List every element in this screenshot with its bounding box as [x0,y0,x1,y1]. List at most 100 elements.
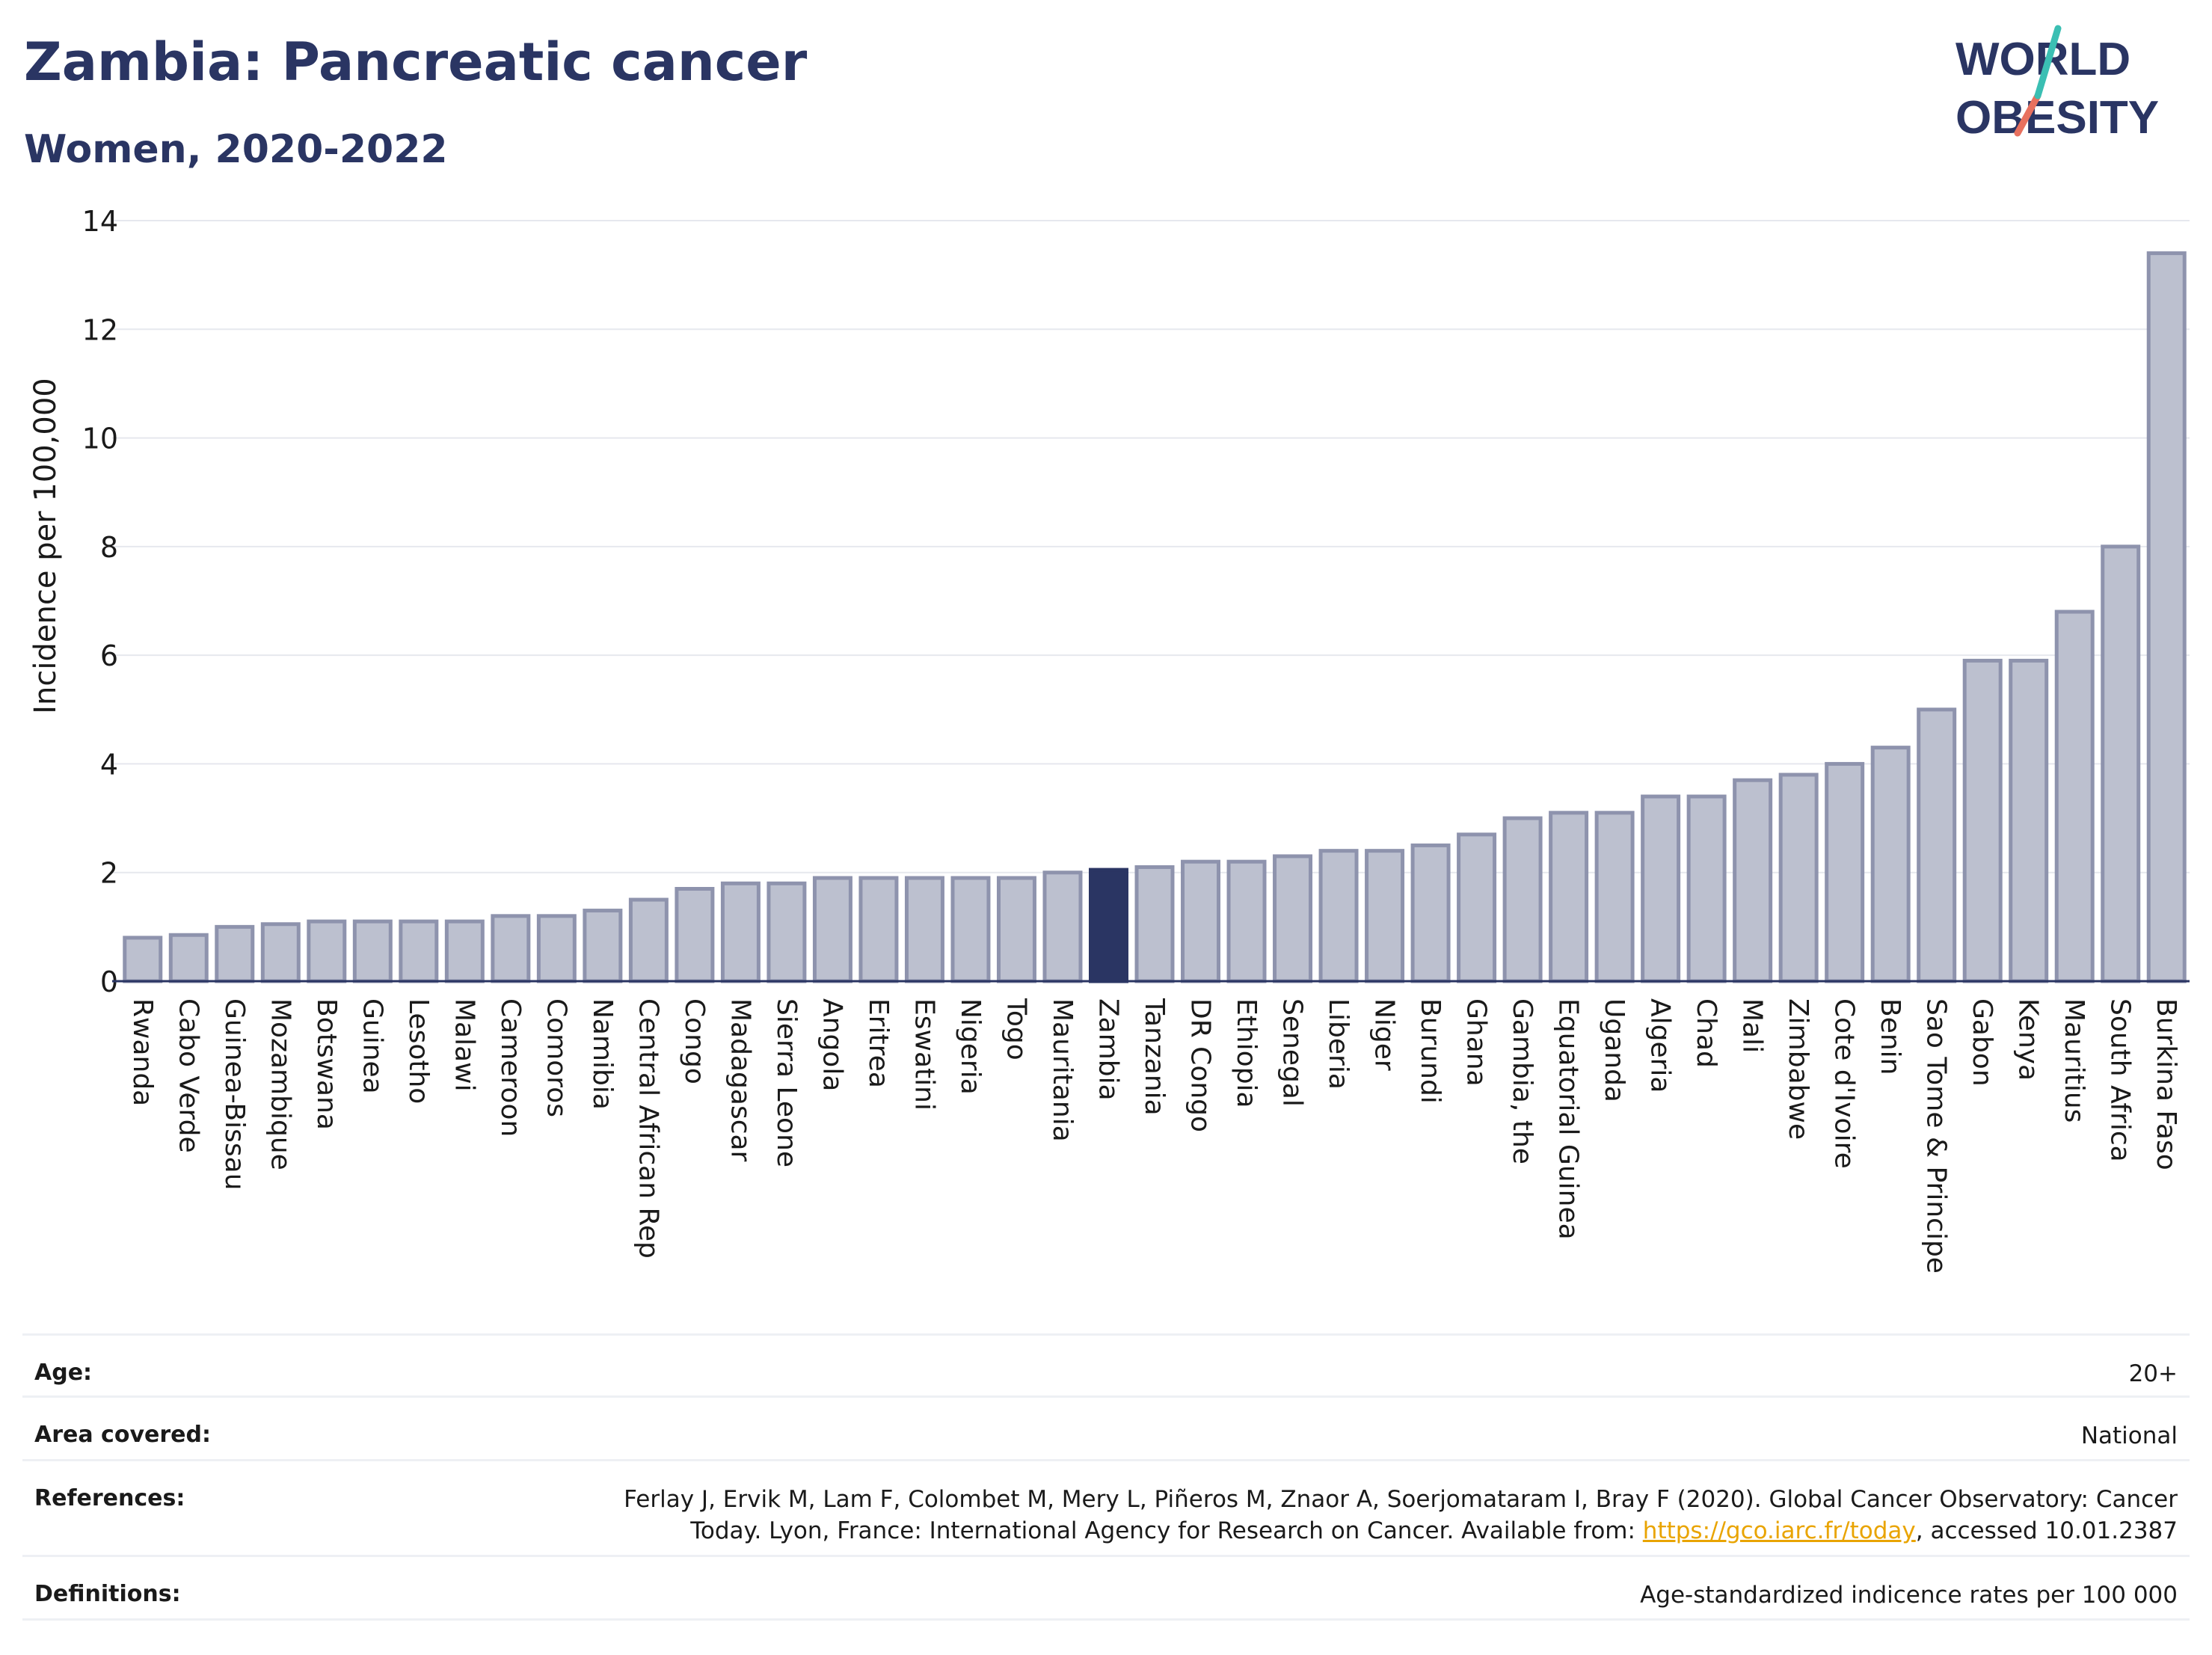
bar-sierra-leone [766,881,807,983]
references-line2-post: , accessed 10.01.2387 [1915,1517,2178,1544]
x-tick-label: Botswana [311,998,342,1130]
x-tick-label: Equatorial Guinea [1553,998,1584,1240]
x-tick-label: Zimbabwe [1783,998,1813,1140]
info-row-area: Area covered: National [22,1395,2190,1459]
x-tick-label: Cote d'Ivoire [1829,998,1860,1169]
bar-tanzania [1134,865,1175,983]
y-tick-label: 12 [82,313,118,346]
x-tick-label: Niger [1369,998,1400,1071]
bar-gambia-the [1502,816,1543,983]
x-tick-label: Gambia, the [1507,998,1537,1164]
x-tick-label: Zambia [1093,998,1123,1101]
info-table: Age: 20+ Area covered: National Referenc… [22,1333,2190,1621]
info-bottom-rule [22,1618,2190,1621]
x-tick-label: Sierra Leone [771,998,802,1167]
x-tick-label: Algeria [1645,998,1676,1093]
y-tick-label: 14 [82,205,118,238]
x-tick-labels: Rwanda Cabo Verde Guinea-Bissau Mozambique B… [127,998,2181,1274]
bar-senegal [1273,854,1313,983]
bar-eswatini [904,876,944,983]
x-tick-label: Liberia [1323,998,1354,1090]
logo-slash-red [2014,92,2042,137]
bar-madagascar [720,881,761,983]
bar-cameroon [491,914,531,983]
x-tick-label: Mauritania [1047,998,1078,1142]
x-tick-label: Angola [817,998,847,1091]
bar-zambia [1088,868,1128,983]
bar-malawi [444,919,485,983]
y-tick-label: 4 [100,748,118,781]
bar-namibia [583,909,623,983]
references-label: References: [34,1485,185,1511]
chart-subtitle: Women, 2020-2022 [24,127,448,172]
x-tick-label: Guinea [357,998,387,1094]
y-tick-label: 2 [100,857,118,890]
bar-guinea-bissau [215,924,255,983]
bar-gabon [1962,658,2003,983]
area-value: National [2080,1422,2178,1449]
bar-burkina-faso [2146,251,2187,983]
bar-mauritania [1042,871,1083,983]
y-tick-label: 8 [100,531,118,564]
x-tick-label: Burkina Faso [2151,998,2181,1170]
bar-liberia [1318,849,1359,983]
references-line1: Ferlay J, Ervik M, Lam F, Colombet M, Me… [624,1486,2178,1513]
x-tick-label: Cabo Verde [173,998,203,1153]
x-tick-label: Mauritius [2059,998,2089,1123]
references-line2-pre: Today. Lyon, France: International Agenc… [690,1517,1643,1544]
references-value: Ferlay J, Ervik M, Lam F, Colombet M, Me… [517,1484,2178,1547]
x-tick-label: Mozambique [265,998,295,1170]
bar-togo [996,876,1036,983]
bar-cote-d-ivoire [1825,761,1865,983]
x-tick-label: Eritrea [863,998,894,1088]
logo-slash-teal [2034,25,2062,99]
references-link[interactable]: https://gco.iarc.fr/today [1642,1517,1916,1544]
bar-angola [812,876,852,983]
bar-mozambique [260,922,301,983]
x-tick-label: Togo [1001,998,1031,1060]
x-tick-label: Central African Rep [633,998,663,1259]
bar-cabo-verde [168,933,209,983]
chart-title: Zambia: Pancreatic cancer [24,31,808,93]
x-tick-label: Benin [1875,998,1905,1075]
bar-congo [675,887,715,983]
world-obesity-logo: WORLD OBESITY [1956,25,2159,144]
bar-sao-tome-principe [1917,707,1957,983]
y-tick-label: 6 [100,639,118,672]
x-tick-label: Nigeria [955,998,986,1095]
x-tick-label: Ghana [1461,998,1492,1087]
y-tick-label: 10 [82,423,118,455]
bar-botswana [307,919,347,983]
x-tick-label: Gabon [1967,998,1997,1087]
x-tick-label: Ethiopia [1231,998,1262,1108]
x-tick-label: Mali [1737,998,1768,1053]
x-tick-label: Chad [1691,998,1721,1068]
y-axis-label: Incidence per 100,000 [28,378,63,714]
area-label: Area covered: [34,1422,211,1448]
bar-kenya [2009,658,2049,983]
bar-chad [1686,794,1727,983]
bar-ethiopia [1226,859,1267,983]
bar-guinea [352,919,393,983]
references-line2: Today. Lyon, France: International Agenc… [517,1515,2178,1547]
x-tick-label: Burundi [1415,998,1446,1104]
bar-burundi [1410,843,1451,983]
bar-dr-congo [1181,859,1221,983]
x-tick-label: Tanzania [1139,998,1170,1116]
x-tick-label: Kenya [2013,998,2044,1081]
x-tick-label: Senegal [1277,998,1308,1107]
bar-benin [1870,746,1911,983]
x-tick-label: Namibia [587,998,618,1110]
bar-south-africa [2101,544,2141,983]
bar-mauritius [2054,610,2095,983]
x-tick-label: Rwanda [127,998,158,1106]
bar-eritrea [858,876,899,983]
logo-line2: OBESITY [1956,92,2159,144]
info-row-definitions: Definitions: Age-standardized indicence … [22,1555,2190,1618]
bar-niger [1365,849,1405,983]
bar-equatorial-guinea [1549,811,1589,983]
bar-rwanda [123,936,163,983]
info-row-age: Age: 20+ [22,1333,2190,1395]
x-tick-label: DR Congo [1185,998,1216,1132]
